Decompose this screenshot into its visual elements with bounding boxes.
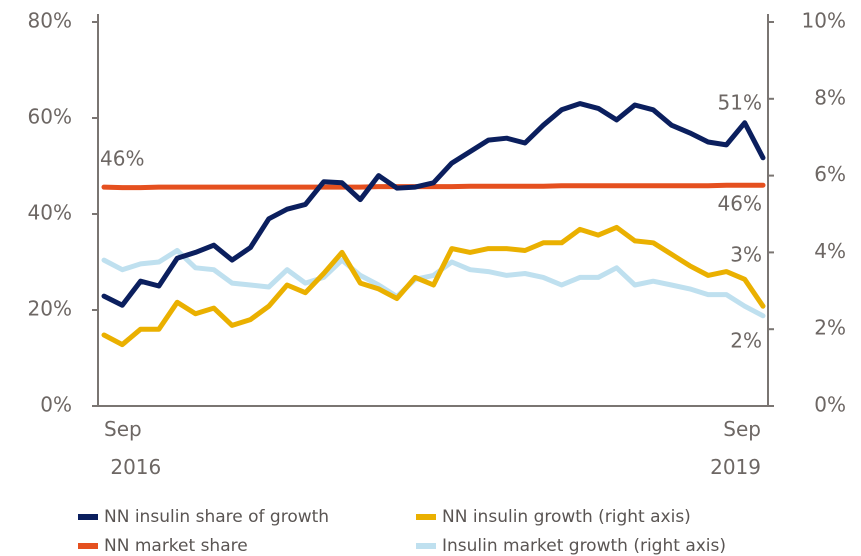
y2-tick-label: 8% [814, 85, 846, 109]
y2-tick-label: 10% [802, 9, 846, 33]
y2-tick-label: 6% [814, 162, 846, 186]
y2-tick-label: 4% [814, 239, 846, 263]
legend-label: NN insulin share of growth [104, 507, 329, 527]
legend-label: Insulin market growth (right axis) [442, 536, 726, 556]
y-tick-label: 20% [28, 297, 72, 321]
x-tick-label: Sep 2016 [104, 417, 161, 479]
annotation: 2% [730, 329, 762, 353]
x-tick-label: Sep 2019 [704, 417, 761, 479]
annotation: 3% [730, 243, 762, 267]
legend-swatch [416, 514, 436, 520]
annotation: 46% [718, 192, 762, 216]
y-tick-label: 60% [28, 105, 72, 129]
annotation: 46% [100, 147, 144, 171]
series-line [101, 101, 766, 308]
y2-tick-label: 0% [814, 393, 846, 417]
annotation: 51% [718, 91, 762, 115]
y-tick-label: 80% [28, 9, 72, 33]
series-line [101, 182, 766, 191]
legend-swatch [78, 514, 98, 520]
legend-label: NN market share [104, 536, 248, 556]
legend-swatch [416, 543, 436, 549]
series-line [101, 224, 766, 348]
y-tick-label: 40% [28, 201, 72, 225]
legend-swatch [78, 543, 98, 549]
legend-label: NN insulin growth (right axis) [442, 507, 691, 527]
series-line [101, 248, 766, 319]
y2-tick-label: 2% [814, 316, 846, 340]
y-tick-label: 0% [40, 393, 72, 417]
